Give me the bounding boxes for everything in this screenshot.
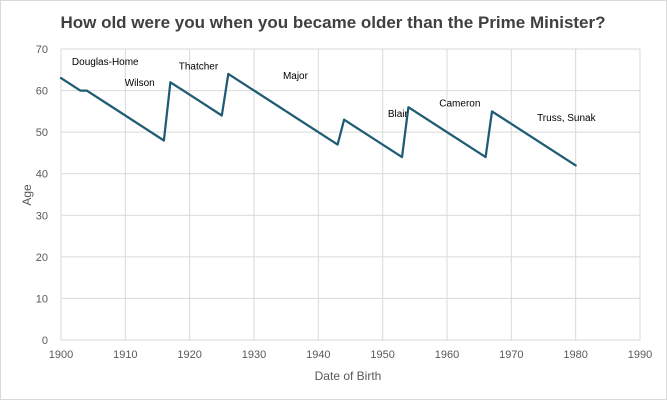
- series-layer: [59, 72, 577, 167]
- y-axis-label: Age: [20, 184, 34, 206]
- y-tick-label: 70: [36, 44, 48, 56]
- y-tick-label: 50: [36, 127, 48, 139]
- x-tick-label: 1900: [49, 349, 73, 361]
- series-line-age: [59, 72, 577, 167]
- annotation-label: Major: [283, 71, 309, 82]
- x-tick-label: 1910: [113, 349, 137, 361]
- chart-title: How old were you when you became older t…: [60, 13, 605, 32]
- x-axis-ticks: 1900 1910 1920 1930 1940 1950 1960 1970 1980 1990: [49, 349, 652, 361]
- x-axis-label: Date of Birth: [315, 369, 382, 383]
- annotation-label: Cameron: [439, 98, 480, 109]
- x-tick-label: 1970: [499, 349, 523, 361]
- annotation-label: Douglas-Home: [72, 57, 139, 68]
- x-tick-label: 1990: [628, 349, 652, 361]
- annotation-label: Blair: [388, 109, 409, 120]
- y-tick-label: 20: [36, 252, 48, 264]
- y-tick-label: 40: [36, 169, 48, 181]
- x-tick-label: 1980: [563, 349, 587, 361]
- y-tick-label: 0: [42, 335, 48, 347]
- y-tick-label: 10: [36, 293, 48, 305]
- x-tick-label: 1930: [242, 349, 266, 361]
- x-tick-label: 1950: [370, 349, 394, 361]
- annotation-label: Truss, Sunak: [537, 113, 597, 124]
- annotation-label: Wilson: [125, 78, 155, 89]
- gridlines: [60, 48, 641, 341]
- annotations: Douglas-Home Wilson Thatcher Major Blair Came…: [72, 57, 597, 124]
- x-tick-label: 1940: [306, 349, 330, 361]
- y-axis-ticks: 0 10 20 30 40 50 60 70: [36, 44, 48, 347]
- annotation-label: Thatcher: [179, 61, 219, 72]
- y-tick-label: 60: [36, 86, 48, 98]
- x-tick-label: 1920: [177, 349, 201, 361]
- y-tick-label: 30: [36, 210, 48, 222]
- x-tick-label: 1960: [435, 349, 459, 361]
